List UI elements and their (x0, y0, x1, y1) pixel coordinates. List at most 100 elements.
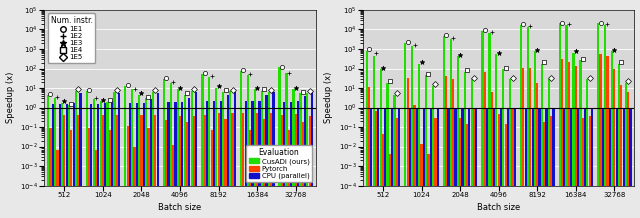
Bar (520, 26, 522, 218)
Bar (99, 101, 102, 218)
Bar (545, 107, 548, 218)
Bar (527, 27, 529, 218)
Bar (429, 107, 432, 218)
Y-axis label: Speedup (x): Speedup (x) (6, 72, 15, 123)
Bar (301, 122, 304, 218)
Bar (195, 92, 197, 218)
Bar (447, 107, 450, 218)
Bar (473, 108, 475, 218)
Bar (93, 99, 95, 218)
Bar (118, 93, 120, 218)
Bar (268, 92, 270, 218)
Bar (304, 96, 306, 218)
Bar (380, 69, 381, 218)
Bar (420, 144, 422, 218)
Bar (452, 79, 454, 218)
Bar (308, 116, 311, 218)
Bar (213, 101, 215, 218)
Bar (86, 91, 88, 218)
Bar (476, 107, 477, 218)
Bar (534, 51, 536, 218)
Bar (382, 134, 384, 218)
Bar (290, 102, 292, 218)
Bar (54, 98, 56, 218)
Bar (129, 103, 131, 218)
Bar (143, 103, 145, 218)
Bar (572, 53, 575, 218)
Bar (396, 118, 398, 218)
Bar (493, 107, 495, 218)
Bar (368, 87, 370, 218)
Bar (150, 99, 152, 218)
Bar (124, 86, 126, 218)
Bar (263, 119, 265, 218)
Bar (240, 71, 242, 218)
Bar (227, 95, 229, 218)
Bar (215, 88, 218, 218)
Bar (165, 120, 167, 218)
Bar (154, 115, 156, 218)
Bar (95, 150, 97, 218)
Bar (106, 102, 109, 218)
Bar (61, 103, 63, 218)
Bar (388, 154, 391, 218)
Bar (292, 89, 294, 218)
Bar (111, 101, 113, 218)
Bar (127, 126, 129, 218)
Bar (222, 92, 225, 218)
Bar (79, 93, 82, 218)
Bar (131, 89, 133, 218)
Bar (531, 107, 534, 218)
Bar (75, 91, 77, 218)
Bar (179, 116, 181, 218)
Bar (459, 118, 461, 218)
Bar (591, 107, 593, 218)
Bar (225, 119, 227, 218)
Bar (102, 115, 104, 218)
X-axis label: Batch size: Batch size (477, 203, 520, 213)
Bar (484, 72, 486, 218)
Bar (252, 101, 253, 218)
Bar (181, 102, 184, 218)
Bar (68, 105, 70, 218)
Bar (606, 56, 609, 218)
Bar (582, 118, 584, 218)
Bar (609, 107, 611, 218)
Bar (49, 128, 52, 218)
Bar (278, 67, 281, 218)
Bar (620, 85, 623, 218)
Bar (548, 79, 550, 218)
Bar (559, 23, 561, 218)
Bar (52, 104, 54, 218)
Bar (550, 116, 552, 218)
Bar (249, 130, 252, 218)
Bar (604, 26, 606, 218)
Bar (445, 76, 447, 218)
Bar (116, 115, 118, 218)
Bar (613, 69, 616, 218)
Bar (218, 113, 220, 218)
Bar (234, 92, 236, 218)
Bar (525, 107, 527, 218)
Bar (208, 77, 211, 218)
Bar (463, 72, 466, 218)
Bar (509, 79, 511, 218)
Legend: CusADi (ours), Pytorch, CPU (parallel): CusADi (ours), Pytorch, CPU (parallel) (246, 145, 312, 182)
Bar (391, 107, 394, 218)
Bar (514, 107, 516, 218)
Bar (211, 130, 212, 218)
Bar (232, 113, 234, 218)
Bar (191, 91, 193, 218)
Bar (579, 60, 582, 218)
Bar (630, 107, 632, 218)
Bar (188, 98, 191, 218)
Bar (206, 101, 208, 218)
Bar (186, 122, 188, 218)
Bar (409, 107, 411, 218)
Bar (507, 107, 509, 218)
Bar (623, 107, 625, 218)
Bar (202, 74, 204, 218)
Bar (504, 124, 507, 218)
Bar (163, 79, 165, 218)
Bar (584, 107, 586, 218)
